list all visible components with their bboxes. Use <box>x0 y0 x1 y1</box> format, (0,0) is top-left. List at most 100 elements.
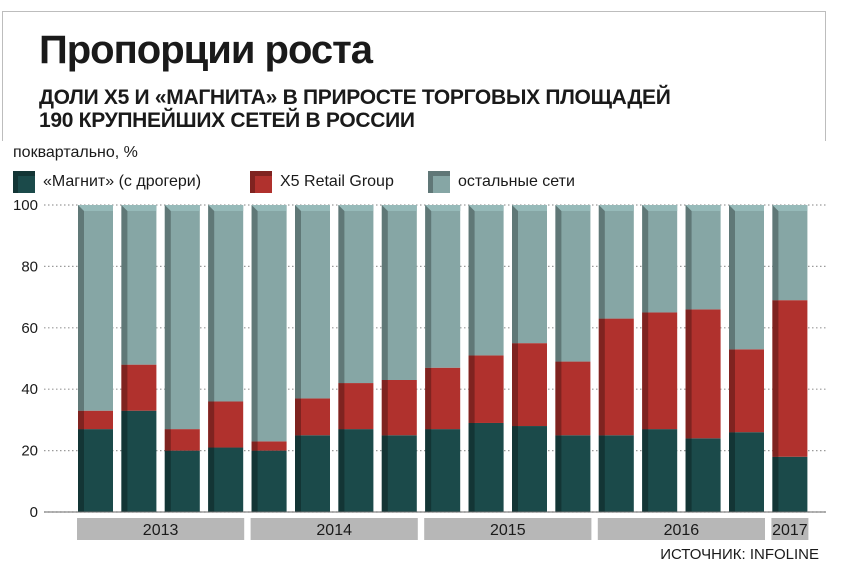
bar-side-other <box>685 205 692 310</box>
bar-top <box>555 205 591 211</box>
bar-top <box>121 205 157 211</box>
bar-side-x5 <box>164 429 171 451</box>
bar-side-other <box>78 205 84 411</box>
bar-side-magnit <box>685 438 692 512</box>
bar-side-other <box>295 205 301 399</box>
bar-side-other <box>468 205 475 356</box>
bar-top <box>598 205 634 211</box>
bar-side-other <box>555 205 562 362</box>
bar-top <box>164 205 200 211</box>
bar-side-magnit <box>729 432 735 512</box>
y-tick-label: 60 <box>21 320 38 337</box>
year-label-2016: 2016 <box>664 522 700 539</box>
year-label-2017: 2017 <box>772 522 808 539</box>
bar-side-x5 <box>598 318 605 436</box>
bar-top <box>512 205 547 211</box>
bar-top <box>772 205 808 211</box>
legend-item-x5: X5 Retail Group <box>250 170 394 194</box>
bar-top <box>381 205 417 211</box>
year-label-2013: 2013 <box>143 522 179 539</box>
bar-side-other <box>338 205 345 384</box>
year-band-2017 <box>771 518 809 540</box>
bar-side-other <box>164 205 171 430</box>
bar-side-x5 <box>121 364 128 411</box>
legend-swatch-x5 <box>250 171 272 193</box>
bar-side-x5 <box>729 349 735 433</box>
bar-side-x5 <box>78 410 84 430</box>
legend-item-other: остальные сети <box>428 170 575 194</box>
bar-side-magnit <box>598 435 605 512</box>
bar-side-magnit <box>251 450 258 512</box>
bar-side-x5 <box>295 398 301 436</box>
bar-top <box>295 205 330 211</box>
bar-side-other <box>642 205 649 313</box>
bar-side-magnit <box>425 429 432 512</box>
bar-top <box>251 205 287 211</box>
bar-side-magnit <box>772 456 779 512</box>
year-label-2015: 2015 <box>490 522 526 539</box>
bar-side-x5 <box>512 343 518 427</box>
bar-side-x5 <box>425 367 432 430</box>
subtitle-line-1: ДОЛИ X5 И «МАГНИТА» В ПРИРОСТЕ ТОРГОВЫХ … <box>39 86 671 109</box>
source-note: ИСТОЧНИК: INFOLINE <box>660 546 819 563</box>
bar-side-magnit <box>164 450 171 512</box>
bar-top <box>78 205 113 211</box>
year-band-2016 <box>597 518 765 540</box>
bar-side-other <box>208 205 215 402</box>
chart-subtitle: ДОЛИ X5 И «МАГНИТА» В ПРИРОСТЕ ТОРГОВЫХ … <box>39 86 671 132</box>
y-tick-label: 20 <box>21 443 38 460</box>
bar-side-other <box>512 205 518 344</box>
bar-side-other <box>425 205 432 368</box>
bar-side-magnit <box>208 447 215 512</box>
bar-side-other <box>598 205 605 319</box>
legend-swatch-magnit <box>13 171 35 193</box>
legend-label-other: остальные сети <box>458 173 575 190</box>
bar-segment-x5 <box>78 410 113 430</box>
bar-side-other <box>381 205 388 380</box>
bar-segment-x5 <box>251 441 287 451</box>
bar-top <box>425 205 461 211</box>
bar-top <box>729 205 764 211</box>
bar-top <box>685 205 721 211</box>
bar-side-magnit <box>512 426 518 512</box>
bar-side-magnit <box>381 435 388 512</box>
y-tick-label: 100 <box>13 197 38 214</box>
header-frame <box>2 11 826 141</box>
bar-side-x5 <box>251 441 258 451</box>
bar-side-x5 <box>208 401 215 448</box>
bar-side-x5 <box>468 355 475 423</box>
bar-side-magnit <box>468 422 475 512</box>
bar-side-other <box>772 205 779 301</box>
bar-side-x5 <box>642 312 649 430</box>
bar-top <box>468 205 504 211</box>
bar-side-x5 <box>338 383 345 430</box>
bar-side-x5 <box>381 379 388 436</box>
bar-side-magnit <box>78 429 84 512</box>
year-label-2014: 2014 <box>316 522 352 539</box>
bar-side-x5 <box>555 361 562 436</box>
y-tick-label: 40 <box>21 381 38 398</box>
bar-side-other <box>121 205 128 365</box>
legend-label-x5: X5 Retail Group <box>280 173 394 190</box>
bar-side-x5 <box>772 300 779 457</box>
bar-side-magnit <box>555 435 562 512</box>
bar-top <box>338 205 374 211</box>
bar-top <box>642 205 678 211</box>
legend-item-magnit: «Магнит» (с дрогери) <box>13 170 201 194</box>
bar-side-other <box>251 205 258 442</box>
legend-swatch-other <box>428 171 450 193</box>
bar-side-x5 <box>685 309 692 439</box>
bar-side-magnit <box>295 435 301 512</box>
bar-segment-x5 <box>164 429 200 451</box>
legend-label-magnit: «Магнит» (с дрогери) <box>43 173 202 190</box>
y-tick-label: 0 <box>30 504 38 521</box>
subtitle-line-2: 190 КРУПНЕЙШИХ СЕТЕЙ В РОССИИ <box>39 109 415 132</box>
year-band-2013 <box>77 518 245 540</box>
year-band-2014 <box>250 518 418 540</box>
bar-top <box>208 205 244 211</box>
y-tick-label: 80 <box>21 258 38 275</box>
chart-title: Пропорции роста <box>39 28 373 72</box>
bar-side-magnit <box>338 429 345 512</box>
year-band-2015 <box>424 518 592 540</box>
